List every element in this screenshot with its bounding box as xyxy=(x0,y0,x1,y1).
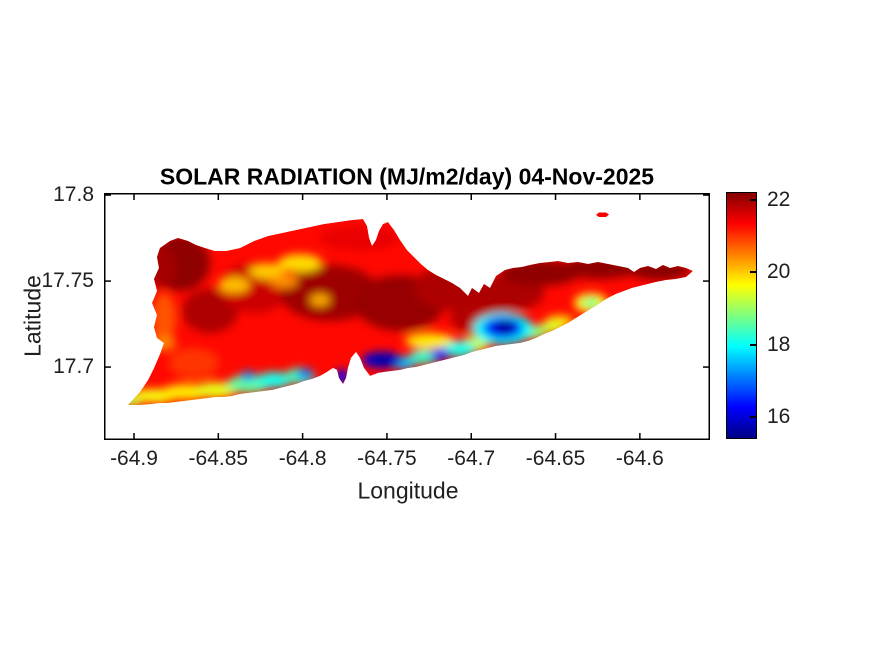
heat-blob xyxy=(336,369,348,385)
colorbar-tick-mark xyxy=(750,343,756,346)
heat-blob xyxy=(310,294,330,306)
colorbar-tick-label: 16 xyxy=(767,405,791,429)
x-axis-label: Longitude xyxy=(357,477,459,504)
x-tick-label: -64.6 xyxy=(615,447,664,470)
heat-blob xyxy=(152,335,176,351)
x-tick-label: -64.65 xyxy=(525,447,586,470)
heatmap-canvas xyxy=(104,193,710,440)
heat-blob xyxy=(405,333,455,349)
colorbar-tick-label: 18 xyxy=(767,332,791,356)
y-tick-label: 17.75 xyxy=(41,269,94,293)
heat-blob xyxy=(278,254,322,272)
colorbar-tick-mark xyxy=(750,271,756,274)
island-heatmap xyxy=(128,219,693,405)
heat-blob xyxy=(249,263,285,279)
plot-area xyxy=(104,193,710,440)
heat-blob xyxy=(560,257,640,279)
axes-box-border xyxy=(104,193,710,440)
heat-blob xyxy=(430,348,450,360)
heat-blob xyxy=(218,277,250,293)
heat-blob xyxy=(370,355,394,365)
y-tick-label: 17.7 xyxy=(53,355,94,379)
x-tick-label: -64.8 xyxy=(278,447,327,470)
x-tick-label: -64.9 xyxy=(110,447,158,470)
colorbar-tick-mark xyxy=(750,416,756,419)
x-tick-label: -64.75 xyxy=(357,447,417,470)
heat-blob xyxy=(630,262,690,280)
heat-blob xyxy=(152,293,176,343)
islet-patch xyxy=(596,212,609,217)
heat-blob xyxy=(148,248,176,288)
heat-blob xyxy=(582,298,600,308)
heat-blob xyxy=(194,382,238,398)
heat-blob xyxy=(241,371,255,381)
colorbar-tick-label: 20 xyxy=(767,260,791,284)
x-tick-label: -64.85 xyxy=(188,447,249,470)
heat-blob xyxy=(494,321,516,333)
heat-blob xyxy=(280,265,380,321)
heat-blob xyxy=(256,372,292,388)
heat-blob xyxy=(270,274,298,288)
colorbar xyxy=(726,192,757,439)
heat-blob xyxy=(169,348,219,378)
colorbar-tick-label: 22 xyxy=(767,188,791,212)
heat-blob xyxy=(444,341,476,357)
heat-blob xyxy=(320,226,400,250)
colorbar-tick-mark xyxy=(750,199,756,202)
heat-blob xyxy=(297,369,313,379)
chart-title: SOLAR RADIATION (MJ/m2/day) 04-Nov-2025 xyxy=(159,163,655,190)
x-tick-label: -64.7 xyxy=(447,447,496,470)
y-tick-label: 17.8 xyxy=(53,183,94,207)
